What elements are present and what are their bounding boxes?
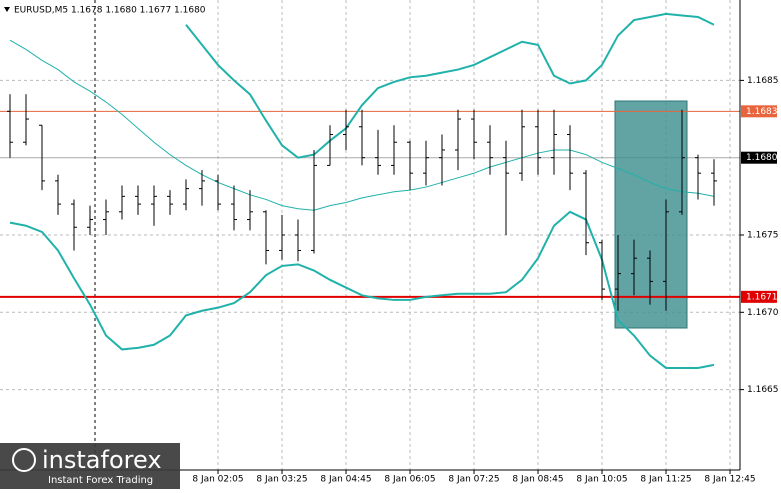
level-label: 1.1671	[746, 292, 778, 302]
level-box	[741, 105, 777, 118]
last-price-box	[741, 151, 777, 164]
x-tick-label: 8 Jan 10:05	[576, 475, 627, 485]
y-tick-label: 1.1685	[747, 76, 779, 86]
x-tick-label: 8 Jan 08:45	[512, 475, 563, 485]
x-tick-label: 8 Jan 12:45	[704, 475, 755, 485]
x-tick-label: 8 Jan 06:05	[384, 475, 435, 485]
axes: 1.1685 1.1675 1.1670 1.1665 8 Jan 02:05 8 Jan…	[192, 76, 778, 485]
plot	[0, 12, 740, 369]
level-box	[741, 290, 777, 303]
x-tick-label: 8 Jan 03:25	[256, 475, 307, 485]
highlight-zone	[614, 100, 688, 329]
x-tick-label: 8 Jan 07:25	[448, 475, 499, 485]
menu-arrow	[4, 7, 10, 12]
x-tick-label: 8 Jan 11:25	[640, 475, 691, 485]
bollinger-band	[9, 39, 715, 211]
bollinger-band	[185, 12, 715, 159]
logo-brand: instaforex	[42, 446, 162, 474]
bollinger-band	[9, 210, 715, 369]
x-tick-label: 8 Jan 04:45	[320, 475, 371, 485]
x-tick-label: 8 Jan 02:05	[192, 475, 243, 485]
y-tick-label: 1.1670	[747, 308, 779, 318]
y-tick-label: 1.1675	[747, 231, 779, 241]
logo-tagline: Instant Forex Trading	[48, 475, 153, 486]
chart-title: EURUSD,M5 1.1678 1.1680 1.1677 1.1680	[14, 6, 206, 16]
last-price-label: 1.1680	[746, 153, 778, 163]
y-tick-label: 1.1665	[747, 385, 779, 395]
logo-icon	[12, 448, 36, 472]
level-label: 1.1683	[746, 107, 778, 117]
